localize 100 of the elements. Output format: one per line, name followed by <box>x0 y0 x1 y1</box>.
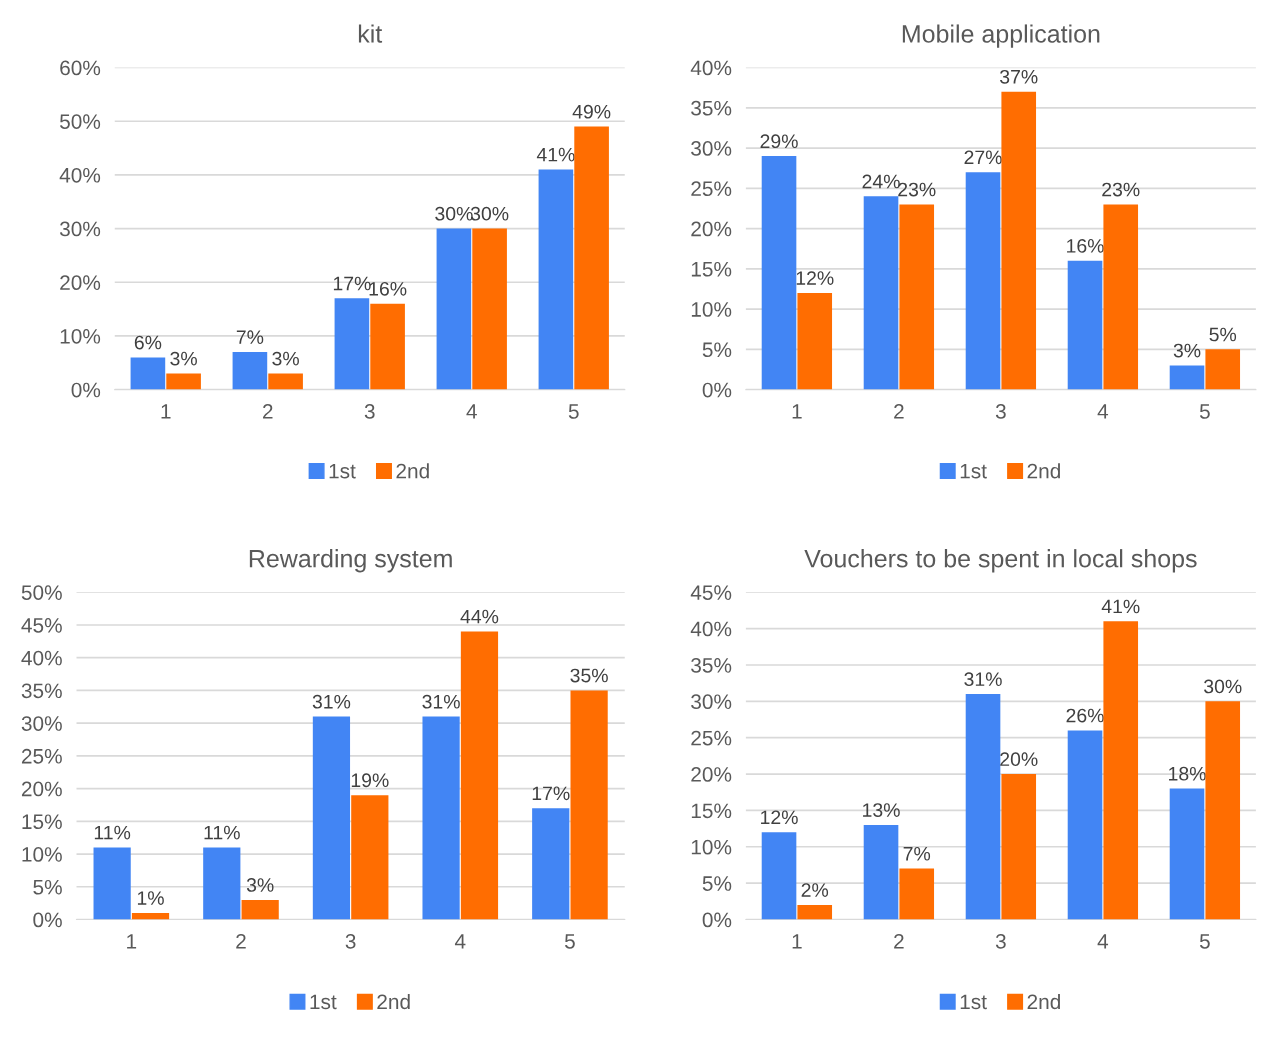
bar <box>130 357 166 390</box>
bar <box>899 868 935 920</box>
bar <box>1103 204 1139 390</box>
chart-title: Mobile application <box>902 24 1100 48</box>
bar <box>570 690 608 920</box>
chart-title: kit <box>358 24 383 43</box>
y-tick-label: 25% <box>691 730 732 746</box>
x-tick-label: 2 <box>894 933 904 949</box>
bar <box>370 303 405 390</box>
x-tick-label: 3 <box>345 933 356 949</box>
x-tick-label: 4 <box>466 404 477 419</box>
y-tick-label: 0% <box>33 912 62 928</box>
y-tick-label: 20% <box>60 275 101 291</box>
bar <box>436 228 472 390</box>
data-label: 37% <box>1000 69 1038 84</box>
data-label: 31% <box>312 694 351 709</box>
bar <box>1001 774 1037 920</box>
y-tick-label: 10% <box>60 328 101 344</box>
legend-label: 2nd <box>396 463 429 479</box>
data-label: 49% <box>572 104 611 119</box>
x-tick-label: 1 <box>792 404 802 419</box>
y-tick-label: 15% <box>691 261 732 277</box>
bar <box>1169 365 1205 390</box>
bar <box>1205 349 1241 390</box>
x-tick-label: 3 <box>364 404 375 419</box>
y-tick-label: 60% <box>60 60 101 76</box>
x-tick-label: 2 <box>263 404 273 419</box>
bar <box>131 912 170 920</box>
y-tick-label: 10% <box>691 302 732 317</box>
y-tick-label: 20% <box>691 767 732 782</box>
data-label: 12% <box>761 810 798 825</box>
chart-title: Vouchers to be spent in local shops <box>804 549 1197 573</box>
data-label: 29% <box>760 134 798 149</box>
y-tick-label: 40% <box>21 650 62 666</box>
data-label: 17% <box>532 786 570 801</box>
y-tick-label: 0% <box>71 382 101 398</box>
x-tick-label: 5 <box>564 934 575 949</box>
y-tick-label: 35% <box>21 683 62 699</box>
data-label: 13% <box>863 803 900 817</box>
bar <box>1001 91 1037 390</box>
y-tick-label: 5% <box>702 876 732 891</box>
bar <box>863 196 899 390</box>
data-label: 23% <box>1102 182 1140 197</box>
data-label: 31% <box>964 672 1002 687</box>
y-tick-label: 35% <box>691 657 732 673</box>
y-tick-label: 40% <box>59 167 101 183</box>
bar <box>761 156 797 390</box>
x-tick-label: 1 <box>127 934 137 949</box>
bar <box>965 172 1001 390</box>
data-label: 30% <box>1204 679 1242 694</box>
data-label: 35% <box>570 668 608 683</box>
legend-label: 1st <box>960 994 987 1010</box>
bar <box>460 631 499 920</box>
data-label: 19% <box>351 773 389 788</box>
y-tick-label: 10% <box>22 847 62 862</box>
data-label: 31% <box>422 694 460 709</box>
y-tick-label: 10% <box>691 839 732 855</box>
data-label: 11% <box>94 825 131 840</box>
data-label: 3% <box>246 878 274 892</box>
y-tick-label: 35% <box>691 100 732 116</box>
x-tick-label: 5 <box>1199 934 1210 949</box>
data-label: 3% <box>170 351 197 366</box>
data-label: 5% <box>1209 327 1237 342</box>
bar <box>532 808 570 920</box>
y-tick-label: 50% <box>21 585 62 600</box>
data-label: 17% <box>333 276 371 291</box>
y-tick-label: 30% <box>691 141 732 156</box>
y-tick-label: 45% <box>690 585 732 600</box>
bar <box>166 373 201 390</box>
data-label: 1% <box>137 891 164 905</box>
bar <box>797 293 833 390</box>
data-label: 7% <box>903 846 931 861</box>
bar <box>574 126 609 390</box>
data-label: 24% <box>862 174 900 189</box>
bar <box>241 899 279 920</box>
legend-label: 2nd <box>377 993 410 1010</box>
bar <box>268 373 303 390</box>
data-label: 30% <box>435 206 473 221</box>
data-label: 3% <box>1173 343 1201 358</box>
y-tick-label: 20% <box>21 781 62 797</box>
y-tick-label: 45% <box>21 618 62 633</box>
data-label: 7% <box>236 330 264 344</box>
x-tick-label: 5 <box>1199 404 1210 419</box>
chart-title: Rewarding system <box>249 549 452 573</box>
y-tick-label: 40% <box>690 621 732 637</box>
y-tick-label: 0% <box>702 382 732 398</box>
bar <box>93 847 131 920</box>
x-tick-label: 5 <box>568 404 579 419</box>
y-tick-label: 5% <box>33 879 62 895</box>
data-label: 2% <box>801 883 829 897</box>
x-tick-label: 3 <box>995 933 1006 949</box>
x-tick-label: 3 <box>995 404 1006 419</box>
bar <box>1067 260 1103 390</box>
data-label: 30% <box>470 206 509 221</box>
data-label: 23% <box>898 182 936 197</box>
y-tick-label: 40% <box>690 60 732 76</box>
bar <box>965 694 1001 920</box>
data-label: 41% <box>1101 599 1140 614</box>
y-tick-label: 5% <box>702 342 732 358</box>
data-label: 6% <box>134 335 162 350</box>
